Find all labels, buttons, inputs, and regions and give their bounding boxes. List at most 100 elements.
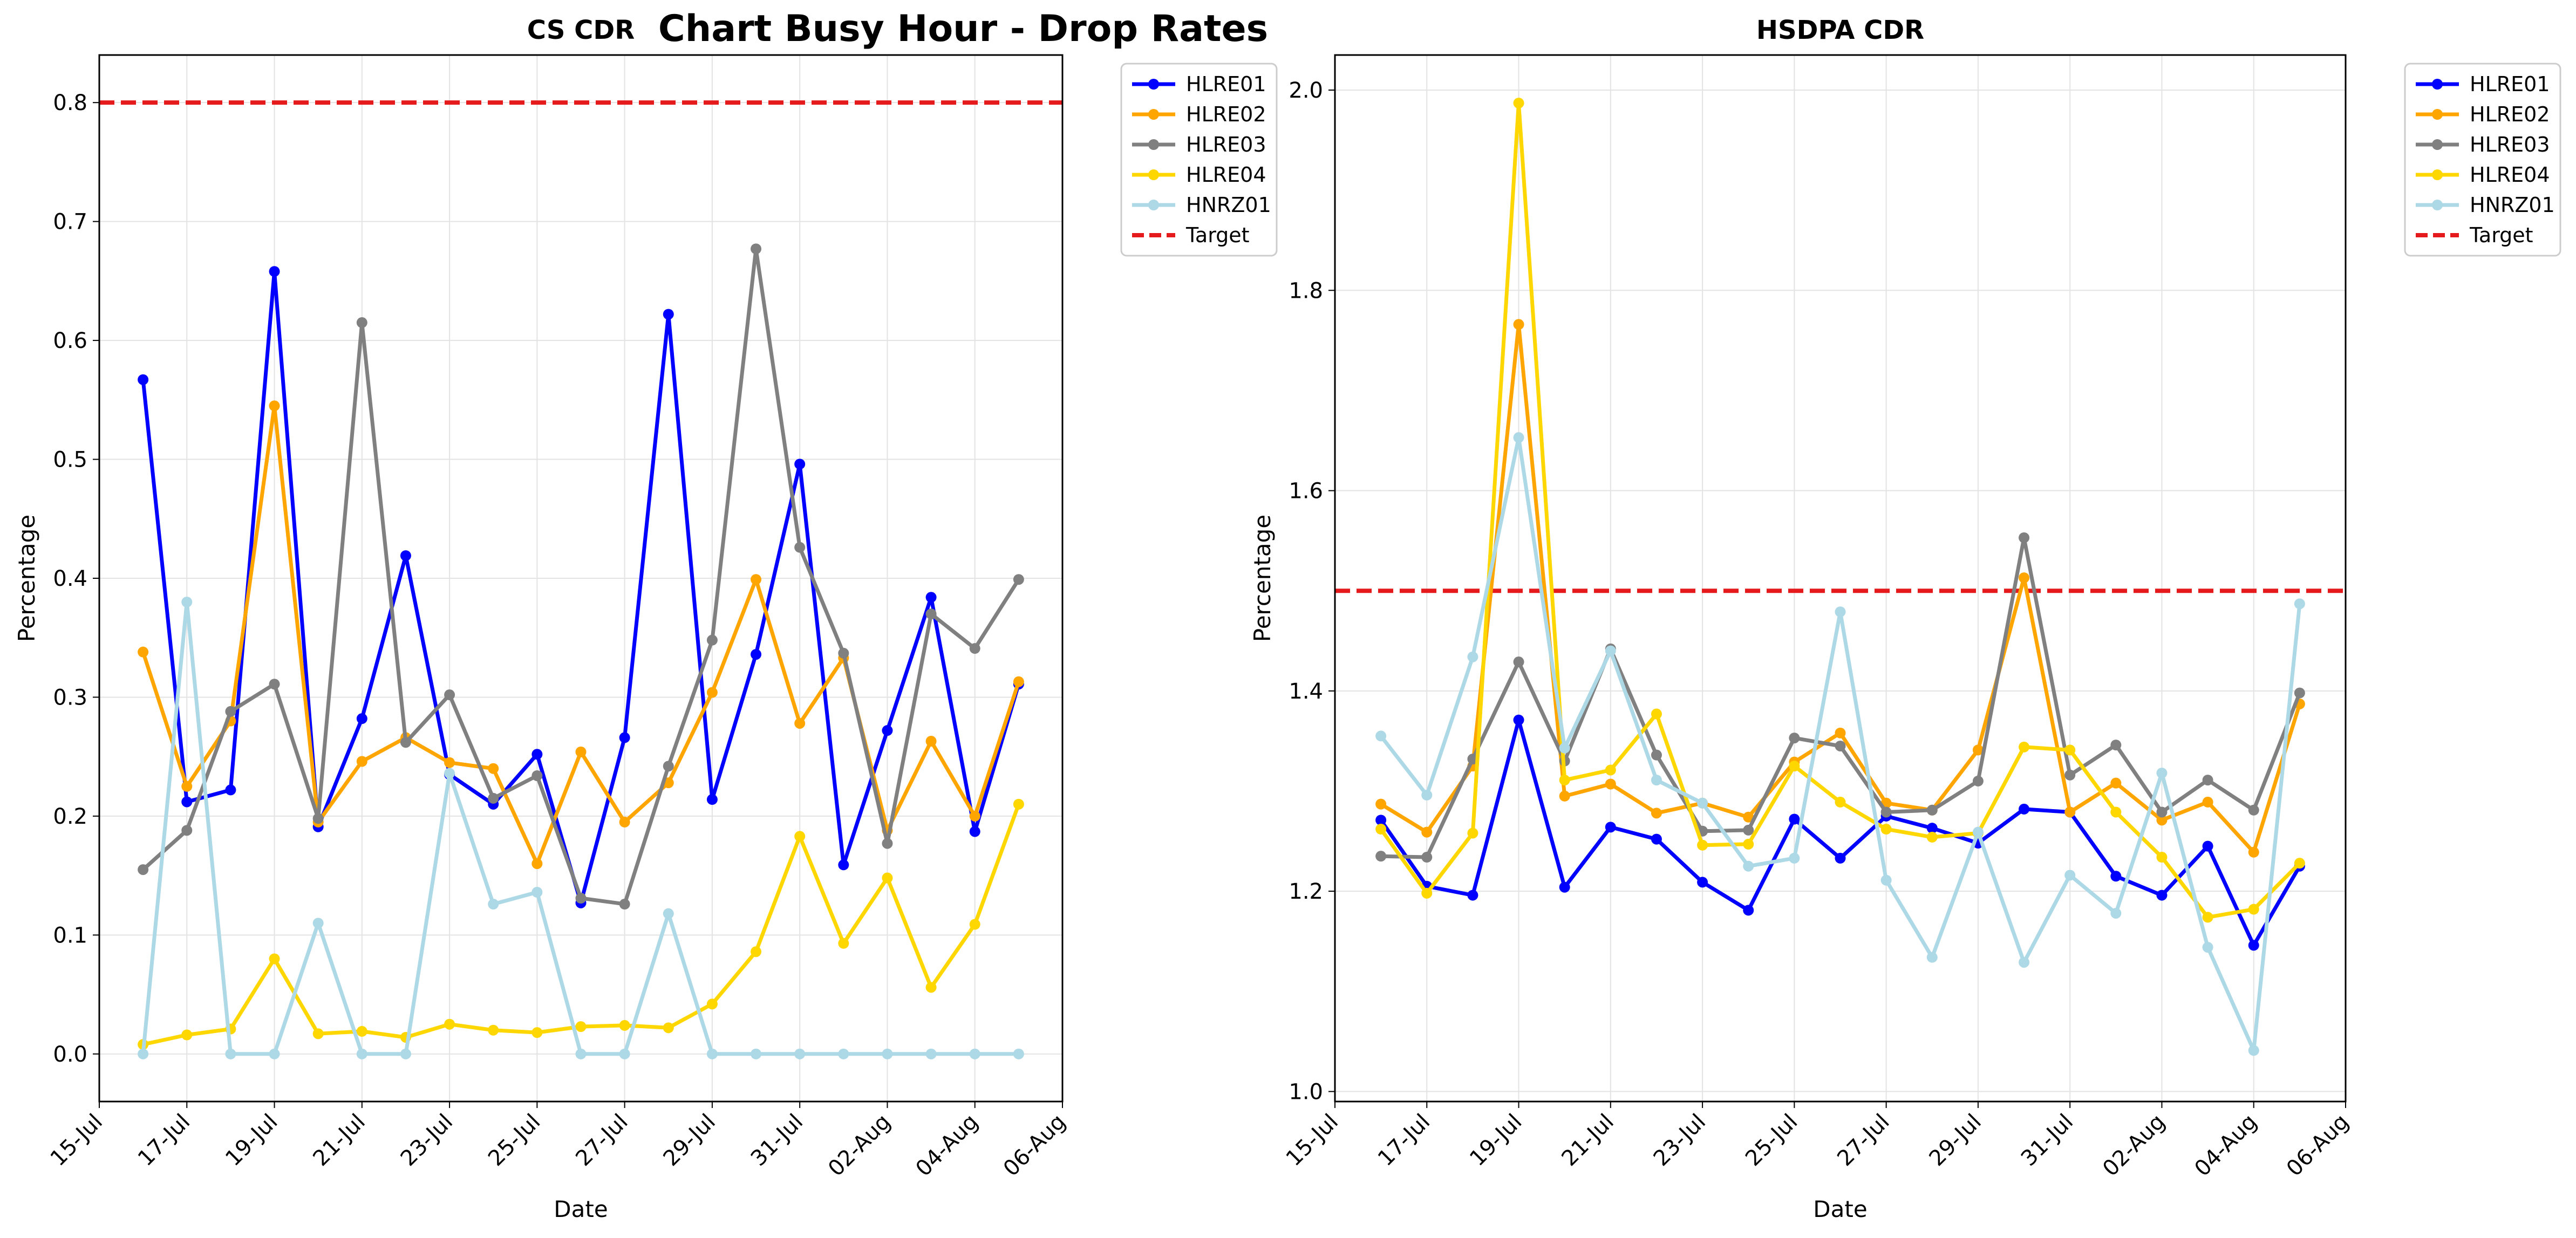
- chart1-series-hlre03-point: [269, 679, 280, 690]
- chart2-legend-label: HLRE04: [2470, 163, 2550, 187]
- chart1-series-hlre03-point: [619, 899, 630, 910]
- chart1-series-hlre03-point: [838, 647, 849, 659]
- chart1-series-hnrz01-point: [706, 1048, 718, 1059]
- chart1-series-hlre02-point: [138, 646, 149, 658]
- chart1-series-hlre03-point: [882, 838, 893, 849]
- chart2-series-hlre01-point: [1789, 813, 1800, 825]
- chart2-series-hlre01-point: [1467, 890, 1478, 901]
- chart1-legend-marker-hlre03: [1148, 139, 1159, 150]
- chart1-series-hlre03-point: [138, 864, 149, 876]
- chart2-legend-label: HLRE03: [2470, 133, 2550, 156]
- chart2-x-tick-label: 31-Jul: [2016, 1110, 2078, 1171]
- chart2-series-hnrz01-point: [1880, 874, 1892, 886]
- chart1-series-hnrz01-point: [925, 1048, 937, 1059]
- chart2-series-hlre03-point: [1835, 740, 1846, 751]
- chart1-y-tick-label: 0.6: [53, 329, 87, 353]
- chart2-y-tick-label: 1.0: [1289, 1079, 1323, 1104]
- chart1-series-hlre02-point: [444, 757, 455, 768]
- chart1-y-axis-label: Percentage: [13, 515, 40, 642]
- chart1-series-hlre03-point: [225, 706, 236, 717]
- chart1-series-hlre01-point: [269, 266, 280, 277]
- chart2-y-tick-label: 2.0: [1289, 78, 1323, 103]
- chart2-series-hlre03-point: [2064, 769, 2076, 781]
- chart2-series-hlre01-point: [1513, 714, 1524, 726]
- chart1-series-hlre03-point: [488, 792, 499, 804]
- chart1-series-hlre03-point: [751, 243, 762, 255]
- chart1-y-tick-label: 0.2: [53, 804, 87, 829]
- chart2-legend-label: HLRE01: [2470, 72, 2550, 96]
- chart1-series-hlre02-point: [1013, 676, 1024, 687]
- chart2-series-hlre04-point: [1559, 775, 1570, 786]
- chart2-y-tick-label: 1.4: [1289, 679, 1323, 704]
- chart2-series-hlre01-point: [2156, 890, 2168, 901]
- chart2-series-hlre03-point: [1972, 775, 1984, 786]
- chart1-series-hlre04-point: [751, 946, 762, 957]
- chart1-title: CS CDR: [527, 15, 635, 45]
- chart1-series-hnrz01-point: [882, 1048, 893, 1059]
- chart2-series-hnrz01-point: [1513, 432, 1524, 443]
- chart2-legend-label: Target: [2469, 223, 2533, 247]
- chart1-series-hlre04-point: [706, 998, 718, 1010]
- chart2-series-hlre04-point: [1789, 761, 1800, 772]
- chart2-x-tick-label: 21-Jul: [1557, 1110, 1618, 1171]
- chart1-series-hlre04-point: [444, 1018, 455, 1030]
- chart2-series-hlre02-point: [1559, 790, 1570, 802]
- chart1-series-hnrz01-point: [400, 1048, 411, 1059]
- chart2-series-hlre01-point: [1743, 905, 1754, 916]
- chart2-series-hlre04-point: [2202, 912, 2213, 923]
- chart2-series-hlre03-point: [1513, 656, 1524, 668]
- chart2-series-hlre04-point: [1467, 827, 1478, 839]
- chart1-series-hlre02-point: [751, 574, 762, 585]
- chart1-x-tick-label: 06-Aug: [999, 1110, 1071, 1181]
- chart1-series-hnrz01-point: [269, 1048, 280, 1059]
- chart1-series-hnrz01-point: [531, 887, 543, 898]
- chart1-x-tick-label: 17-Jul: [133, 1110, 195, 1171]
- chart2-series-hlre02-point: [1421, 826, 1433, 838]
- chart1-x-tick-label: 29-Jul: [659, 1110, 720, 1171]
- chart1-series-hlre03-point: [969, 643, 980, 654]
- chart1-series-hlre01-point: [225, 784, 236, 796]
- chart2-series-hnrz01-point: [2019, 956, 2030, 968]
- chart2-series-hlre03-point: [2019, 532, 2030, 543]
- chart2-series-hlre02-point: [1605, 778, 1616, 790]
- chart2-series-hlre03-point: [2202, 775, 2213, 786]
- chart1-series-hlre02-point: [575, 746, 587, 757]
- chart1-x-axis-label: Date: [554, 1196, 608, 1222]
- chart1-x-tick-label: 23-Jul: [396, 1110, 458, 1171]
- chart2-series-hlre02-point: [2110, 777, 2122, 789]
- chart1-legend-label: HNRZ01: [1186, 193, 1271, 217]
- chart1-series-hlre01-point: [751, 649, 762, 660]
- chart2-series-hnrz01-point: [2110, 907, 2122, 919]
- chart1-series-hlre03-point: [706, 634, 718, 646]
- chart1-series-hlre01-point: [531, 749, 543, 760]
- chart2-series-hnrz01-point: [1972, 826, 1984, 838]
- chart1-series-hnrz01-point: [356, 1048, 367, 1059]
- chart1-series-hlre03-point: [794, 542, 806, 553]
- chart1-series-hnrz01-point: [575, 1048, 587, 1059]
- chart1-legend-label: HLRE01: [1186, 72, 1266, 96]
- chart2-series-hlre04-point: [2156, 852, 2168, 863]
- chart2-x-tick-label: 25-Jul: [1741, 1110, 1802, 1171]
- chart1-series-hnrz01-point: [751, 1048, 762, 1059]
- chart2-series-hlre01-point: [2019, 803, 2030, 815]
- chart1-legend-marker-hlre02: [1148, 109, 1159, 120]
- chart1-series-hlre04-point: [312, 1028, 324, 1039]
- chart1-series-hlre01-point: [794, 459, 806, 470]
- chart2-legend-label: HNRZ01: [2470, 193, 2555, 217]
- chart2-x-tick-label: 29-Jul: [1925, 1110, 1986, 1171]
- chart1-series-hlre04-point: [531, 1027, 543, 1038]
- chart1-series-hlre03-point: [531, 770, 543, 781]
- chart2-legend-box: [2404, 63, 2561, 257]
- chart2-series-hlre01-point: [1375, 815, 1387, 826]
- chart1-legend-label: HLRE04: [1186, 163, 1266, 187]
- chart1-series-hlre01-point: [969, 826, 980, 837]
- chart2-series-hnrz01-point: [1375, 730, 1387, 742]
- chart1-series-hlre02-point: [269, 400, 280, 412]
- chart1-legend-box: [1120, 63, 1278, 257]
- chart2-series-hnrz01-point: [2202, 942, 2213, 953]
- chart2-series-hnrz01-point: [1467, 651, 1478, 662]
- chart1-series-hnrz01-point: [794, 1048, 806, 1059]
- chart1-series-hnrz01-point: [838, 1048, 849, 1059]
- chart2-series-hnrz01-point: [1697, 797, 1708, 809]
- chart1-legend-marker-hlre04: [1148, 169, 1159, 180]
